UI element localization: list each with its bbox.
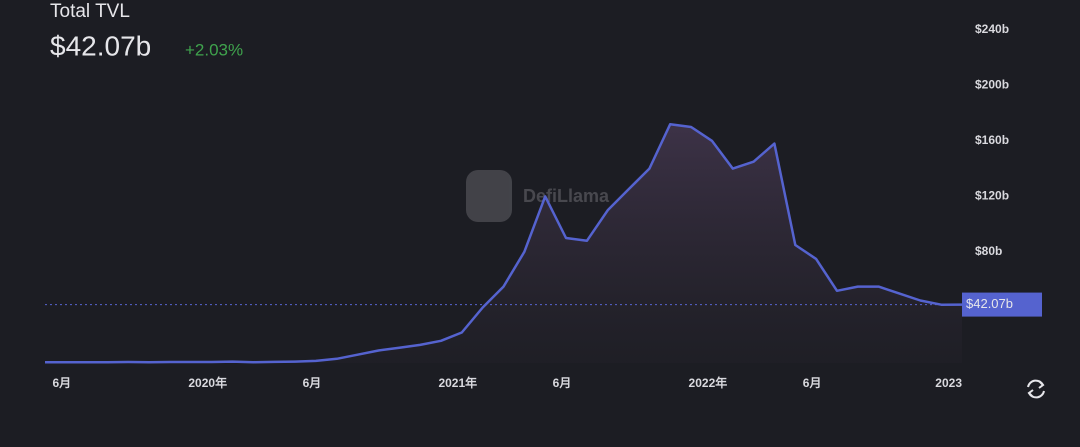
current-value: $42.07b (50, 30, 151, 61)
refresh-arrow (1027, 389, 1034, 398)
watermark: DefiLlama (466, 170, 610, 222)
x-tick-label: 2021年 (438, 375, 477, 390)
refresh-arrow (1038, 380, 1045, 389)
y-tick-label: $80b (975, 244, 1002, 258)
y-tick-label: $160b (975, 133, 1009, 147)
chart-title: Total TVL (50, 1, 130, 22)
watermark-text: DefiLlama (523, 186, 610, 206)
current-label-box (962, 292, 1042, 317)
x-tick-label: 6月 (553, 376, 572, 390)
area (45, 124, 962, 363)
x-tick-label: 2023 (935, 376, 962, 390)
y-tick-label: $120b (975, 189, 1009, 203)
y-tick-label: $240b (975, 22, 1009, 36)
x-tick-label: 6月 (303, 376, 322, 390)
y-tick-label: $200b (975, 77, 1009, 91)
x-tick-label: 2020年 (188, 375, 227, 390)
x-tick-label: 6月 (52, 376, 71, 390)
line (44, 122, 963, 364)
change: +2.03% (185, 40, 243, 59)
refresh-button[interactable] (1027, 379, 1045, 399)
current-label: $42.07b (966, 296, 1013, 311)
x-tick-label: 6月 (803, 376, 822, 390)
x-tick-label: 2022年 (689, 375, 728, 390)
